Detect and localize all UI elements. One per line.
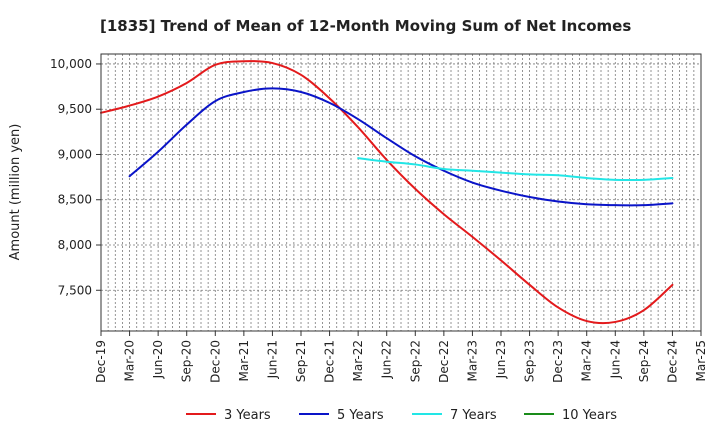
legend-label: 7 Years xyxy=(450,408,497,423)
x-tick-label: Jun-21 xyxy=(265,340,279,379)
x-tick-label: Mar-22 xyxy=(351,340,365,381)
y-axis-label: Amount (million yen) xyxy=(8,124,23,261)
x-tick-label: Mar-23 xyxy=(465,340,479,381)
series-line-7-years xyxy=(357,157,674,182)
x-tick-label: Dec-23 xyxy=(551,340,565,383)
x-tick-label: Mar-20 xyxy=(123,340,137,381)
x-tick-label: Mar-24 xyxy=(580,340,594,381)
x-tick-label: Sep-22 xyxy=(408,340,422,382)
y-tick-label: 8,000 xyxy=(58,238,92,252)
series-lines xyxy=(100,60,674,325)
x-tick-label: Jun-23 xyxy=(494,340,508,379)
x-axis: Dec-19 Mar-20 Jun-20 Sep-20 Dec-20 Mar-21 Jun-… xyxy=(94,331,708,383)
plot-frame xyxy=(100,53,702,332)
y-tick-label: 8,500 xyxy=(58,193,92,207)
x-tick-label: Dec-24 xyxy=(665,340,679,383)
x-tick-label: Sep-24 xyxy=(637,340,651,382)
legend: 3 Years 5 Years 7 Years 10 Years xyxy=(186,408,617,423)
x-tick-label: Dec-19 xyxy=(94,340,108,383)
chart-title: [1835] Trend of Mean of 12-Month Moving … xyxy=(100,17,631,35)
series-line-5-years xyxy=(128,87,674,207)
legend-label: 10 Years xyxy=(562,408,617,423)
x-tick-label: Dec-20 xyxy=(208,340,222,383)
x-tick-label: Jun-24 xyxy=(608,340,622,379)
y-tick-label: 7,500 xyxy=(58,283,92,297)
x-tick-label: Jun-20 xyxy=(151,340,165,379)
legend-label: 5 Years xyxy=(337,408,384,423)
series-line-3-years xyxy=(100,60,674,325)
y-tick-label: 9,000 xyxy=(58,147,92,161)
x-tick-label: Dec-21 xyxy=(323,340,337,383)
x-tick-label: Sep-20 xyxy=(180,340,194,382)
y-tick-label: 10,000 xyxy=(50,57,92,71)
x-tick-label: Jun-22 xyxy=(380,340,394,379)
grid-lines xyxy=(101,54,701,331)
y-axis: 7,500 8,000 8,500 9,000 9,500 10,000 xyxy=(50,57,101,297)
x-tick-label: Mar-25 xyxy=(694,340,708,381)
x-tick-label: Mar-21 xyxy=(237,340,251,381)
x-tick-label: Dec-22 xyxy=(437,340,451,383)
x-tick-label: Sep-21 xyxy=(294,340,308,382)
x-tick-label: Sep-23 xyxy=(523,340,537,382)
y-tick-label: 9,500 xyxy=(58,102,92,116)
legend-label: 3 Years xyxy=(224,408,271,423)
